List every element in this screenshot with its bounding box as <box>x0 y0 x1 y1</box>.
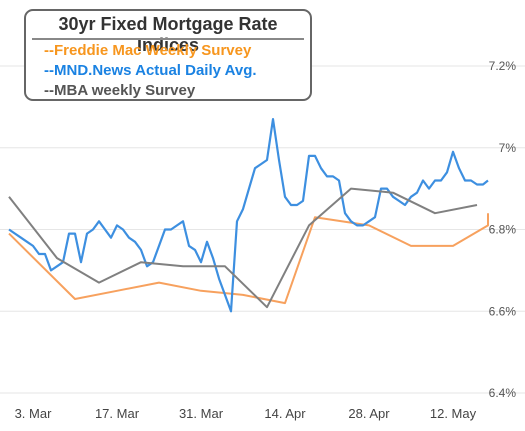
x-tick-label: 14. Apr <box>264 406 306 421</box>
legend-entry-mba: --MBA weekly Survey <box>44 82 196 99</box>
gridlines <box>0 65 525 394</box>
legend-entry-mnd-news: --MND.News Actual Daily Avg. <box>44 62 257 79</box>
x-tick-label: 28. Apr <box>348 406 390 421</box>
y-tick-label: 6.4% <box>489 386 517 400</box>
legend-title-underline <box>32 38 304 40</box>
y-tick-label: 7.2% <box>489 59 517 73</box>
chart-title: 30yr Fixed Mortgage Rate Indices <box>58 14 278 55</box>
y-tick-label: 6.6% <box>489 304 517 318</box>
x-tick-label: 3. Mar <box>15 406 53 421</box>
legend-entry-freddie-mac: --Freddie Mac Weekly Survey <box>44 42 252 59</box>
x-tick-label: 31. Mar <box>179 406 224 421</box>
x-tick-label: 17. Mar <box>95 406 140 421</box>
x-axis-tick-labels: 3. Mar 17. Mar 31. Mar 14. Apr 28. Apr 12. Ma… <box>15 406 477 421</box>
series-lines <box>8 117 489 313</box>
y-tick-label: 6.8% <box>489 223 517 237</box>
legend: 30yr Fixed Mortgage Rate Indices --Fredd… <box>24 9 312 101</box>
y-tick-label: 7% <box>499 141 517 155</box>
x-tick-label: 12. May <box>430 406 477 421</box>
series-line-freddie-mac <box>8 213 489 305</box>
y-axis-tick-labels: 6.4% 6.6% 6.8% 7% 7.2% <box>489 59 517 400</box>
series-line-mba <box>8 187 478 309</box>
